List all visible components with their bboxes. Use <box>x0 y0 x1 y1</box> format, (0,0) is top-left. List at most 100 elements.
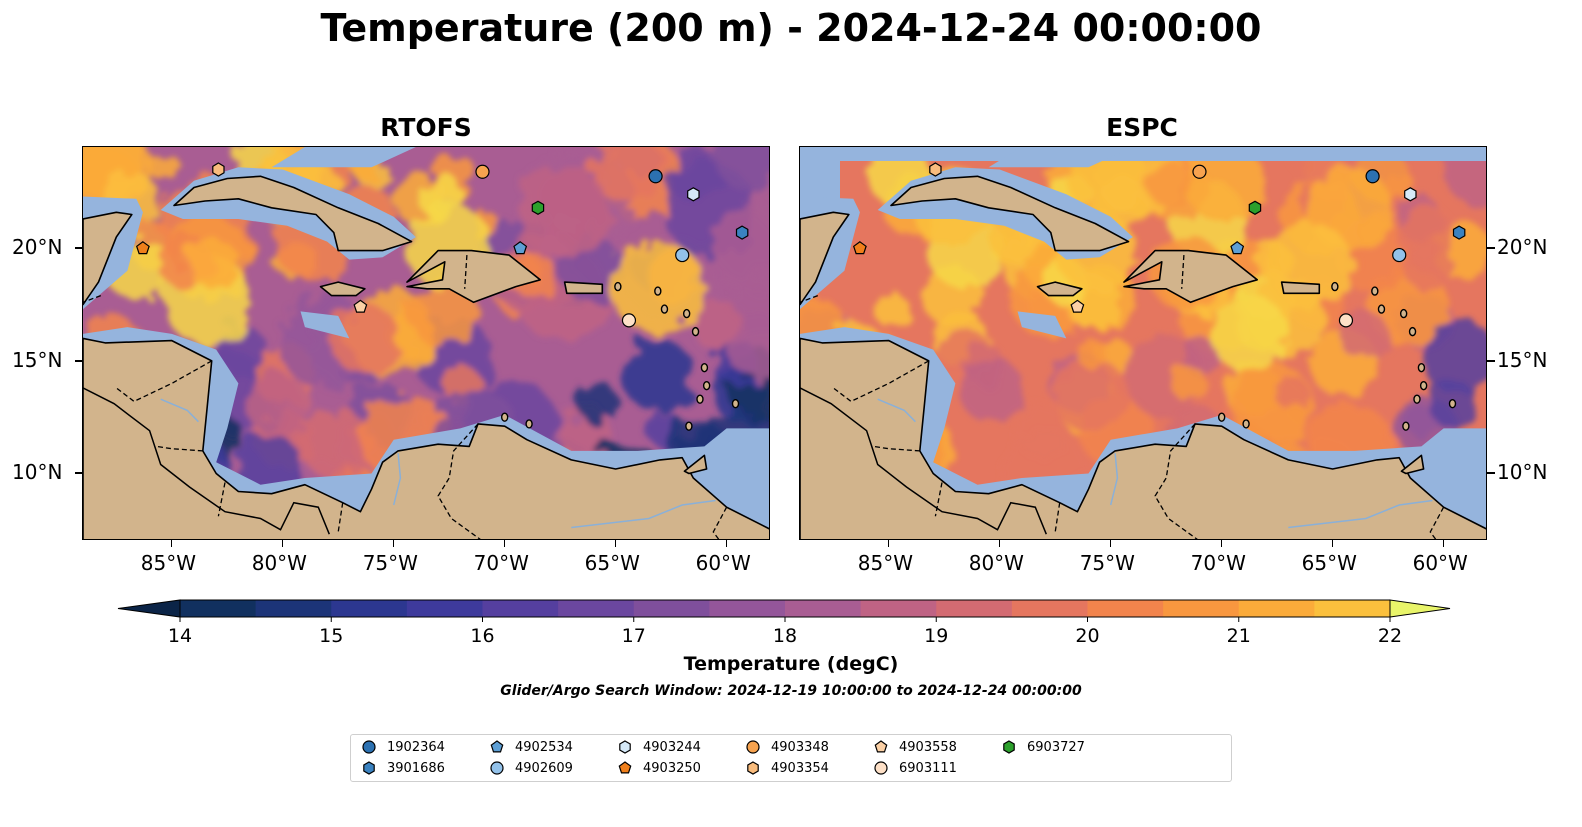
lat-tick-mark <box>1487 247 1495 250</box>
float-marker-4903348[interactable] <box>475 164 490 179</box>
float-marker-4903244[interactable] <box>1404 187 1417 202</box>
country-border-0 <box>800 294 819 303</box>
small-island-3 <box>696 394 704 404</box>
legend-label: 1902364 <box>387 739 445 755</box>
float-marker-4903558[interactable] <box>353 299 368 313</box>
hexagon-marker-icon <box>619 740 631 754</box>
lon-tick-label: 80°W <box>251 551 307 575</box>
colorbar-bin <box>633 600 710 617</box>
lon-tick-mark <box>1331 540 1334 547</box>
lon-tick-mark <box>1109 540 1112 547</box>
country-border-4 <box>337 502 344 533</box>
float-marker-4903250[interactable] <box>852 241 867 255</box>
float-marker-4903244[interactable] <box>687 187 700 202</box>
landmass-yucatan <box>800 211 850 306</box>
lon-tick-mark <box>725 540 728 547</box>
lon-tick-label: 65°W <box>584 551 640 575</box>
colorbar-tick-label: 14 <box>168 625 192 647</box>
legend-item-4902609: 4902609 <box>489 760 573 776</box>
lon-tick-mark <box>392 540 395 547</box>
landmass-jamaica <box>319 281 366 297</box>
landmass-hispaniola <box>1123 249 1259 304</box>
colorbar: 14 15 16 17 18 19 20 21 22 <box>117 599 1451 647</box>
small-island-2 <box>1417 362 1426 373</box>
float-marker-4903558[interactable] <box>1070 299 1085 313</box>
river-1 <box>392 453 402 506</box>
country-border-5 <box>437 423 481 539</box>
legend-label: 4902609 <box>515 760 573 776</box>
landmass-yucatan <box>83 211 133 306</box>
float-marker-6903111[interactable] <box>1338 313 1354 328</box>
colorbar-extend-high <box>1389 599 1451 618</box>
colorbar-tick-label: 21 <box>1227 625 1251 647</box>
float-legend: 1902364 3901686 4902534 4902609 4903244 49032… <box>350 734 1232 782</box>
country-border-3 <box>217 482 226 517</box>
colorbar-bin <box>1087 600 1164 617</box>
rtofs-panel-title: RTOFS <box>380 113 472 142</box>
lon-tick-label: 75°W <box>1079 551 1135 575</box>
legend-label: 4903558 <box>899 739 957 755</box>
colorbar-bin <box>331 600 408 617</box>
colorbar-bin <box>709 600 786 617</box>
colorbar-bin <box>1314 600 1391 617</box>
legend-label: 3901686 <box>387 760 445 776</box>
no-data-band <box>800 147 1486 161</box>
hexagon-marker-icon <box>363 761 375 775</box>
landmass-trinidad <box>1400 454 1425 475</box>
float-marker-4903250[interactable] <box>135 241 150 255</box>
lon-tick-label: 75°W <box>362 551 418 575</box>
float-marker-4902609[interactable] <box>1392 247 1407 263</box>
float-marker-4902534[interactable] <box>1230 241 1245 255</box>
colorbar-tick-label: 16 <box>470 625 494 647</box>
legend-item-4903354: 4903354 <box>745 760 829 776</box>
legend-label: 4903250 <box>643 760 701 776</box>
float-marker-1902364[interactable] <box>648 169 663 184</box>
small-island-8 <box>1242 419 1250 429</box>
lon-tick-mark <box>1442 540 1445 547</box>
legend-label: 6903727 <box>1027 739 1085 755</box>
circle-marker-icon <box>874 761 888 775</box>
country-border-3 <box>934 482 943 517</box>
lon-tick-mark <box>614 540 617 547</box>
lon-tick-label: 80°W <box>968 551 1024 575</box>
lon-tick-mark <box>1220 540 1223 547</box>
legend-item-4903250: 4903250 <box>617 760 701 776</box>
float-marker-4902534[interactable] <box>513 241 528 255</box>
shallow-shelf-4 <box>300 311 350 339</box>
legend-item-4902534: 4902534 <box>489 739 573 755</box>
hexagon-marker-icon <box>1003 740 1015 754</box>
float-marker-3901686[interactable] <box>735 225 749 240</box>
float-marker-4903354[interactable] <box>212 162 225 177</box>
legend-item-6903727: 6903727 <box>1001 739 1085 755</box>
float-marker-4903348[interactable] <box>1192 164 1207 179</box>
colorbar-bin <box>785 600 862 617</box>
country-border-1 <box>832 360 930 403</box>
float-marker-4903354[interactable] <box>929 162 942 177</box>
float-marker-6903111[interactable] <box>621 313 637 328</box>
lat-tick-mark <box>1487 359 1495 362</box>
landmass-jamaica <box>1036 281 1083 297</box>
float-marker-4902609[interactable] <box>675 247 690 263</box>
lat-tick-label: 20°N <box>12 235 63 260</box>
country-border-2 <box>156 445 203 452</box>
lat-tick-label: 20°N <box>1497 235 1548 260</box>
legend-item-4903348: 4903348 <box>745 739 829 755</box>
rtofs-map-canvas <box>83 147 769 539</box>
circle-marker-icon <box>362 740 376 754</box>
rtofs-map <box>82 146 770 540</box>
float-marker-3901686[interactable] <box>1452 225 1466 240</box>
float-marker-6903727[interactable] <box>1248 200 1262 215</box>
colorbar-label: Temperature (degC) <box>683 653 899 675</box>
espc-map <box>799 146 1487 540</box>
colorbar-bin <box>255 600 332 617</box>
lon-tick-label: 60°W <box>1412 551 1468 575</box>
hexagon-marker-icon <box>747 761 759 775</box>
small-island-6 <box>1402 421 1410 431</box>
float-marker-1902364[interactable] <box>1365 169 1380 184</box>
shallow-shelf-3 <box>271 147 416 168</box>
small-island-1 <box>691 326 700 337</box>
legend-label: 4903354 <box>771 760 829 776</box>
lat-tick-label: 10°N <box>12 460 63 485</box>
pentagon-marker-icon <box>618 761 632 774</box>
float-marker-6903727[interactable] <box>531 200 545 215</box>
